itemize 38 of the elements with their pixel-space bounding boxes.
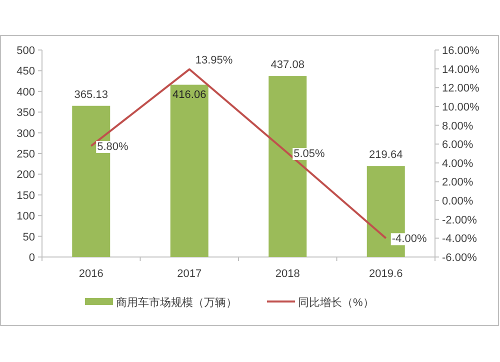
y2-tick-label: -4.00% [442,233,478,246]
data-label: 5.80% [97,140,129,153]
x-tick-label: 2017 [177,268,202,280]
y2-tick-label: 14.00% [442,64,480,76]
x-tick-label: 2019.6 [369,268,403,280]
data-label: 13.95% [195,54,233,66]
y-tick-label: 200 [16,169,35,182]
y-tick-label: 0 [28,252,35,264]
y2-tick-label: -6.00% [442,252,478,264]
data-label: 219.64 [369,149,403,162]
data-label: 365.13 [74,88,108,101]
y2-tick-label: 2.00% [442,176,474,189]
y-tick-label: 250 [16,148,35,160]
y2-tick-label: 10.00% [442,101,480,114]
legend-label: 商用车市场规模（万辆） [116,296,237,309]
y-tick-label: 500 [16,45,35,57]
y2-tick-label: 4.00% [442,158,474,170]
bar [170,84,208,257]
data-label: -4.00% [392,233,427,246]
y2-tick-label: 12.00% [442,82,480,95]
y-tick-label: 300 [16,128,35,140]
y2-tick-label: 0.00% [442,196,474,208]
y2-tick-label: -2.00% [442,214,478,226]
data-label: 437.08 [270,59,304,72]
x-tick-label: 2018 [275,268,300,280]
y2-tick-label: 6.00% [442,139,474,152]
legend-label: 同比增长（%） [298,296,374,309]
y2-tick-label: 8.00% [442,120,474,132]
data-label: 5.05% [294,148,326,160]
y-tick-label: 400 [16,86,35,98]
y2-tick-label: 16.00% [442,45,480,57]
x-tick-label: 2016 [78,268,104,280]
y-tick-label: 350 [16,107,35,120]
y-tick-label: 100 [16,210,35,223]
data-label: 416.06 [172,88,206,101]
y-tick-label: 150 [16,190,35,202]
y-tick-label: 450 [16,66,35,78]
y-tick-label: 50 [22,231,35,244]
